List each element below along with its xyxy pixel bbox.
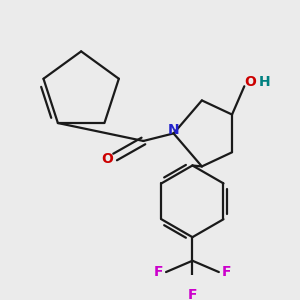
Text: F: F (154, 265, 163, 279)
Text: H: H (259, 76, 271, 89)
Text: F: F (222, 265, 231, 279)
Text: N: N (168, 123, 179, 136)
Text: F: F (188, 288, 197, 300)
Text: O: O (244, 76, 256, 89)
Text: O: O (102, 152, 113, 166)
